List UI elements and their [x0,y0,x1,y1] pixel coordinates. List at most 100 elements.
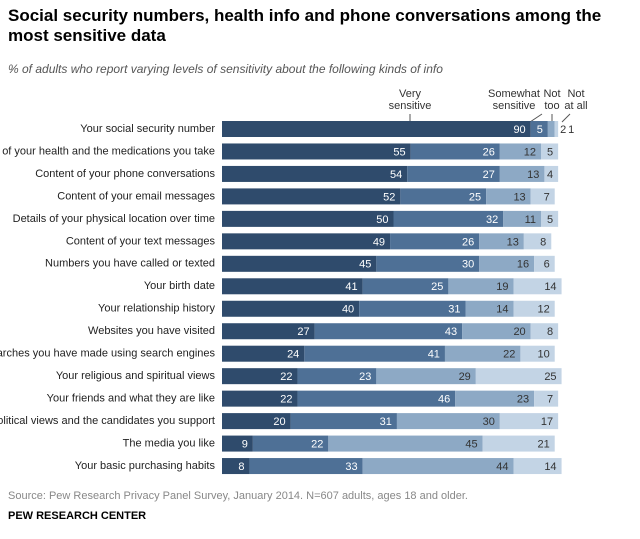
value-label: 90 [513,124,525,136]
bar-segment [520,345,555,362]
value-label: 32 [486,214,498,226]
bar-segment [540,143,559,160]
value-label: 5 [537,124,543,136]
bar-segment [534,255,555,272]
category-label: Your religious and spiritual views [56,370,216,382]
category-label: State of your health and the medications… [0,145,215,157]
bar-segment [328,435,483,452]
bar-segment [465,300,514,317]
value-label: 45 [359,259,371,271]
value-label: 7 [547,394,553,406]
value-label: 8 [547,326,553,338]
bar-segment [222,323,315,340]
value-label: 31 [380,416,392,428]
value-label: 11 [525,214,536,226]
value-label: 54 [390,169,402,181]
bar-segment [376,255,480,272]
bar-segment [222,210,394,227]
category-label: Searches you have made using search engi… [0,348,215,360]
value-label: 25 [544,371,556,383]
value-label: 22 [503,349,515,361]
value-label: 5 [547,146,553,158]
bar-segment [513,458,562,475]
footer: PEW RESEARCH CENTER [8,510,147,522]
bar-segment [297,368,377,385]
category-label: Your basic purchasing habits [75,460,216,472]
category-label: Content of your phone conversations [35,168,215,180]
bar-segment [222,345,305,362]
value-label: 55 [393,146,405,158]
bar-segment [362,458,514,475]
value-label: 20 [513,326,525,338]
value-label: 43 [445,326,457,338]
bar-segment [455,390,535,407]
value-label: 41 [345,281,357,293]
category-label: Websites you have visited [88,325,215,337]
value-label: 14 [544,461,556,473]
category-label: Numbers you have called or texted [45,258,215,270]
bar-segment [554,121,559,137]
chart-subtitle: % of adults who report varying levels of… [8,62,443,76]
value-label: 31 [448,304,460,316]
bar-segment [400,188,487,205]
value-label: 1 [568,124,574,136]
bar-segment [252,435,329,452]
bar-segment [547,121,555,137]
bar-segment [222,435,253,452]
value-label: 16 [517,259,529,271]
bar-segment [499,413,559,430]
value-label: 40 [342,304,354,316]
value-label: 22 [280,394,292,406]
value-label: 49 [373,236,385,248]
bar-segment [407,165,500,182]
bar-segment [314,323,463,340]
value-label: 9 [242,438,248,450]
value-label: 25 [469,191,481,203]
value-label: 23 [517,394,529,406]
bar-segment [479,233,524,250]
bar-segment [222,121,531,137]
bar-segment [513,300,555,317]
bar-segment [499,165,545,182]
bar-segment [222,188,401,205]
bar-segment [297,390,456,407]
bar-segment [448,278,514,295]
value-label: 27 [297,326,309,338]
source-note: Source: Pew Research Privacy Panel Surve… [8,490,468,502]
value-label: 26 [483,146,495,158]
value-label: 24 [287,349,299,361]
value-label: 25 [431,281,443,293]
bar-segment [486,188,531,205]
bar-segment [222,368,298,385]
bar-segment [444,345,521,362]
bar-segment [222,143,411,160]
value-label: 13 [513,191,525,203]
value-label: 12 [524,146,536,158]
bar-segment [222,300,360,317]
value-label: 2 [560,124,566,136]
bar-segment [530,188,555,205]
category-label: Content of your email messages [57,190,215,202]
bar-segment [376,368,476,385]
chart-title: Social security numbers, health info and… [8,6,602,45]
bar-segment [222,278,363,295]
bar-segment [503,210,541,227]
value-label: 46 [438,394,450,406]
bar-segment [222,413,291,430]
bar-segment [222,165,408,182]
value-label: 21 [537,438,549,450]
legend-label: Very sensitive [388,88,432,112]
bar-segment [544,165,559,182]
bar-segment [390,233,480,250]
value-label: 17 [541,416,553,428]
bar-segment [523,233,552,250]
legend-pointer [529,113,543,123]
value-label: 22 [311,438,323,450]
value-label: 14 [544,281,556,293]
bar-segment [290,413,397,430]
value-label: 22 [280,371,292,383]
value-label: 23 [359,371,371,383]
bar-segment [534,390,559,407]
bar-segment [393,210,504,227]
bar-segment [222,233,391,250]
